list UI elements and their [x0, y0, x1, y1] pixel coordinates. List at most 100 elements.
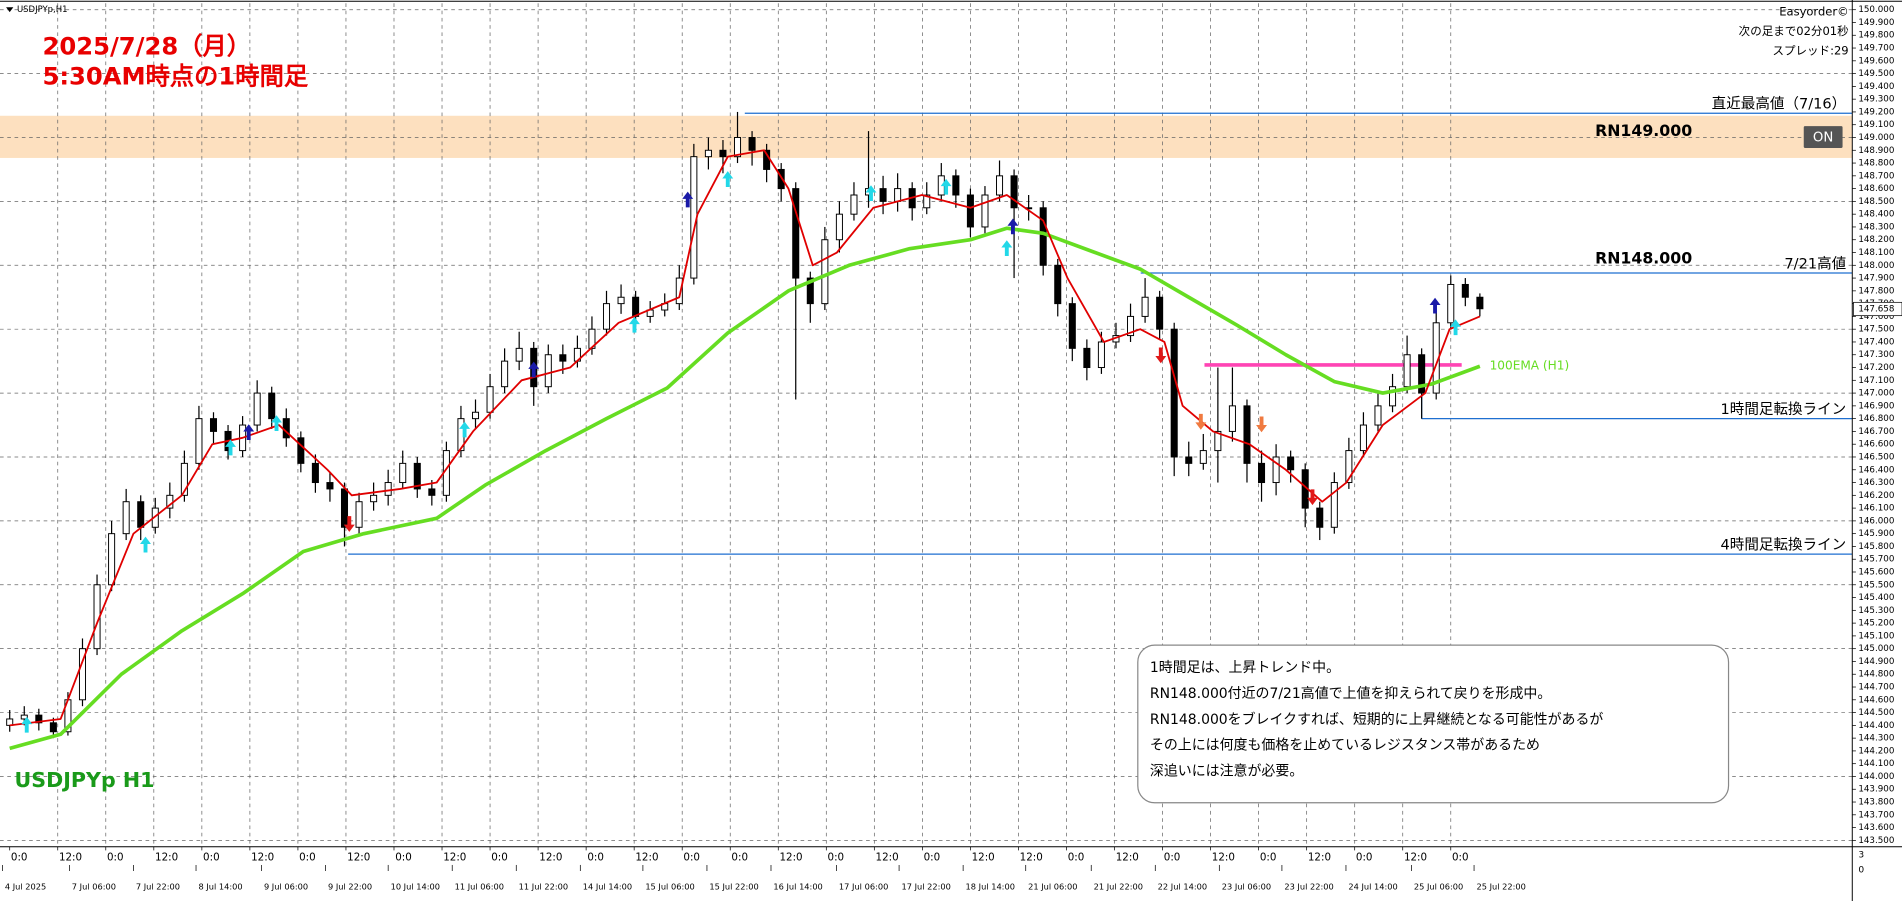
candle-body	[370, 494, 378, 503]
signal-arrow	[1429, 297, 1441, 314]
y-tick-label: 149.700	[1858, 44, 1894, 54]
candle-body	[297, 437, 305, 464]
candle-body	[340, 488, 349, 528]
y-tick-label: 143.700	[1858, 810, 1894, 820]
y-tick-label: 144.400	[1858, 721, 1894, 731]
candle-body	[1359, 424, 1367, 452]
candle-body	[894, 188, 902, 202]
last-price-label: 147.658	[1858, 304, 1894, 314]
signal-arrow	[243, 424, 255, 440]
y-tick-label: 144.600	[1858, 695, 1894, 705]
x-date-label: 16 Jul 14:00	[773, 881, 822, 891]
y-tick-label: 144.200	[1858, 746, 1894, 756]
candle-body	[966, 194, 974, 228]
candle-body	[1039, 207, 1047, 266]
candle-body	[180, 462, 188, 496]
y-tick-label: 148.700	[1858, 171, 1894, 181]
x-date-label: 9 Jul 22:00	[328, 881, 372, 891]
candle-body	[399, 462, 407, 484]
y-tick-label: 146.800	[1858, 414, 1894, 424]
candle-body	[923, 194, 931, 209]
candle-body	[821, 239, 829, 305]
x-tick-label: 12:0	[347, 852, 370, 864]
candle-body	[559, 354, 567, 362]
y-tick-label: 145.200	[1858, 619, 1894, 629]
signal-arrow	[682, 191, 694, 208]
chart-subtitle: 5:30AM時点の1時間足	[42, 62, 308, 91]
signal-arrow	[1307, 489, 1318, 506]
x-tick-label: 12:0	[443, 852, 466, 864]
candle-body	[122, 501, 130, 535]
x-tick-label: 0:0	[1164, 852, 1181, 864]
on-button[interactable]	[1803, 126, 1843, 148]
symbol-tag: USDJPYp,H1	[17, 4, 68, 14]
candle-body	[1258, 462, 1266, 484]
y-tick-label: 147.800	[1858, 286, 1894, 296]
x-date-label: 22 Jul 14:00	[1158, 881, 1207, 891]
y-tick-label: 147.400	[1858, 337, 1894, 347]
candle-body	[675, 277, 683, 305]
x-date-label: 11 Jul 22:00	[519, 881, 568, 891]
x-tick-label: 12:0	[539, 852, 562, 864]
candle-body	[806, 277, 814, 305]
candle-body	[1461, 283, 1469, 298]
x-tick-label: 12:0	[972, 852, 995, 864]
y-tick-label: 148.200	[1858, 235, 1894, 245]
y-tick-label: 148.300	[1858, 222, 1894, 232]
comment-line: RN148.000をブレイクすれば、短期的に上昇継続となる可能性があるが	[1150, 711, 1603, 728]
candle-body	[1054, 264, 1062, 305]
x-date-label: 9 Jul 06:00	[264, 881, 308, 891]
signal-arrow	[21, 716, 33, 733]
x-date-label: 23 Jul 22:00	[1284, 881, 1333, 891]
candle-body	[1447, 283, 1455, 324]
subwindow-tick: 0	[1858, 865, 1864, 875]
y-tick-label: 144.000	[1858, 772, 1894, 782]
h-line-label: 7/21高値	[1784, 255, 1846, 272]
candle-body	[108, 533, 116, 586]
y-tick-label: 145.700	[1858, 555, 1894, 565]
x-tick-label: 0:0	[491, 852, 508, 864]
candle-body	[1156, 296, 1164, 330]
y-tick-label: 143.500	[1858, 836, 1894, 846]
candle-body	[1243, 405, 1251, 464]
candle-body	[996, 175, 1004, 196]
signal-arrow	[225, 439, 236, 456]
candle-body	[1185, 456, 1193, 464]
candle-body	[209, 418, 218, 432]
candle-body	[1068, 303, 1076, 349]
y-tick-label: 147.100	[1858, 376, 1894, 386]
on-button-label[interactable]: ON	[1813, 131, 1833, 146]
candle-body	[355, 501, 363, 528]
y-tick-label: 147.900	[1858, 274, 1894, 284]
y-tick-label: 149.400	[1858, 82, 1894, 92]
x-date-label: 10 Jul 14:00	[391, 881, 440, 891]
candle-body	[1374, 405, 1382, 426]
x-tick-label: 0:0	[731, 852, 748, 864]
x-date-label: 4 Jul 2025	[5, 881, 46, 891]
candle-body	[850, 194, 858, 215]
candle-body	[1097, 341, 1105, 369]
y-tick-label: 145.000	[1858, 644, 1894, 654]
candle-body	[1141, 296, 1149, 317]
candle-body	[748, 137, 756, 151]
y-tick-label: 146.100	[1858, 504, 1894, 514]
x-tick-label: 12:0	[635, 852, 658, 864]
x-tick-label: 0:0	[1068, 852, 1085, 864]
round-number-label: RN148.000	[1595, 249, 1692, 268]
candle-body	[471, 411, 480, 420]
candle-body	[1214, 430, 1222, 452]
subwindow-tick: 3	[1858, 851, 1864, 861]
candle-body	[1127, 315, 1135, 337]
x-date-label: 15 Jul 06:00	[645, 881, 694, 891]
y-tick-label: 145.500	[1858, 580, 1894, 590]
candle-body	[777, 168, 785, 190]
y-tick-label: 146.300	[1858, 478, 1894, 488]
x-tick-label: 12:0	[1020, 852, 1043, 864]
y-tick-label: 149.200	[1858, 107, 1894, 117]
signal-arrow	[528, 361, 540, 378]
y-tick-label: 146.000	[1858, 516, 1894, 526]
x-tick-label: 12:0	[1116, 852, 1139, 864]
signal-arrow	[1195, 413, 1207, 430]
y-tick-label: 148.900	[1858, 146, 1894, 156]
candle-body	[1010, 175, 1018, 209]
